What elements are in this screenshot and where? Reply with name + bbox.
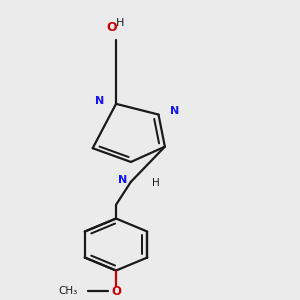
Text: O: O [111,285,121,298]
Text: N: N [118,175,127,185]
Text: H: H [152,178,160,188]
Text: CH₃: CH₃ [58,286,78,296]
Text: O: O [106,22,117,34]
Text: N: N [95,96,104,106]
Text: N: N [170,106,179,116]
Text: H: H [116,18,124,28]
